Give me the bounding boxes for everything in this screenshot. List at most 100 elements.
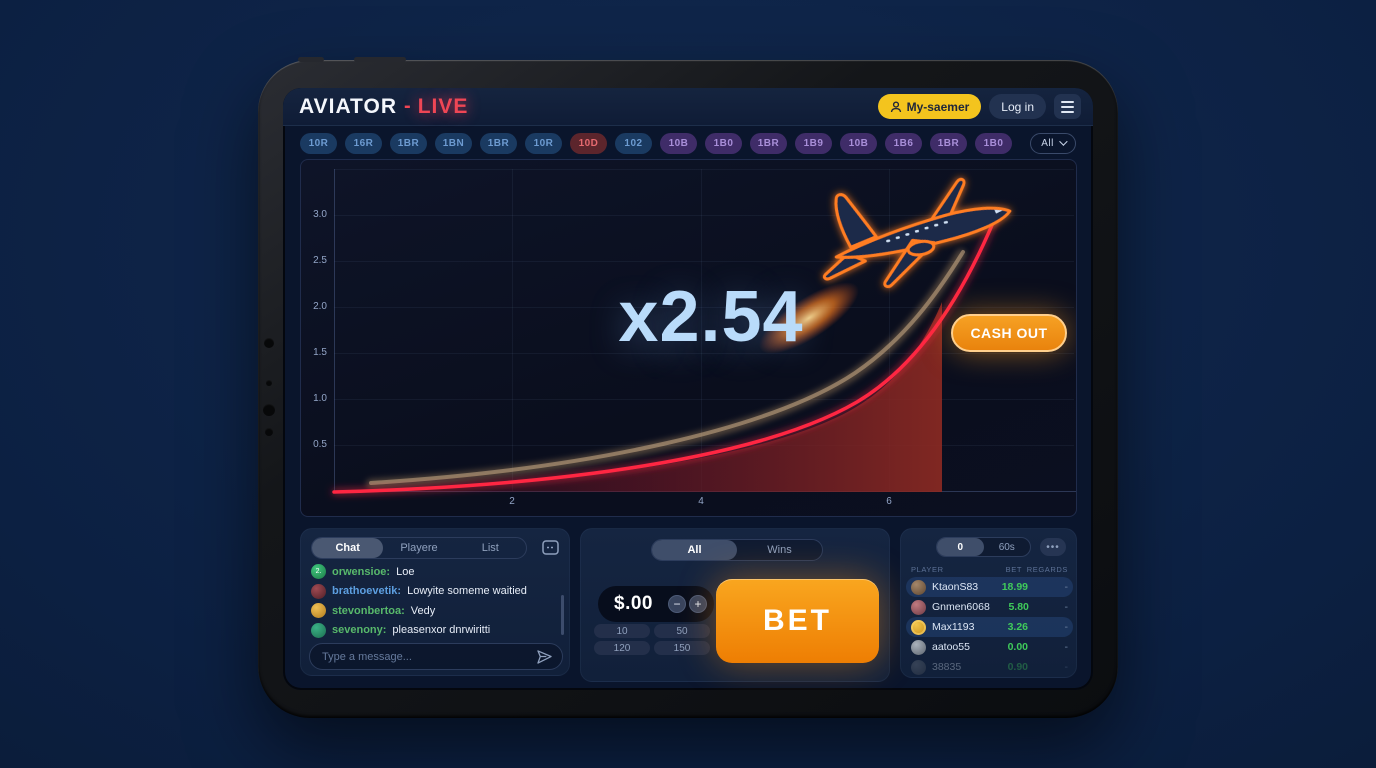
- history-badge[interactable]: 16R: [345, 132, 382, 154]
- game-chart: 3.0 2.5 2.0 1.5 1.0 0.5 2 4 6: [300, 159, 1077, 517]
- tab-wins[interactable]: Wins: [767, 544, 792, 556]
- bet-amount-field[interactable]: $.00 − +: [598, 586, 714, 622]
- player-name: KtaonS83: [932, 581, 979, 593]
- avatar: [311, 622, 326, 638]
- gridline: [889, 169, 890, 491]
- table-row: 38835 0.90 -: [906, 657, 1073, 677]
- y-tick-label: 1.5: [313, 347, 327, 358]
- chat-username: brathoevetik:: [332, 585, 402, 597]
- tab-players[interactable]: Playere: [400, 542, 438, 554]
- gridline: [334, 445, 1074, 446]
- airplane-icon: [822, 177, 1012, 289]
- history-badge[interactable]: 10B: [840, 132, 877, 154]
- chat-message-list: 2. orwensioe: Loe brathoevetik: Lowyite …: [311, 564, 557, 638]
- gridline: [334, 169, 1074, 170]
- flight-curve-graphic: [332, 177, 1012, 494]
- tablet-sensor-dot: [265, 428, 273, 436]
- y-axis: [334, 169, 335, 491]
- history-badge[interactable]: 1B0: [705, 132, 742, 154]
- chat-collapse-icon[interactable]: [542, 540, 559, 555]
- history-badge[interactable]: 10R: [300, 132, 337, 154]
- decrease-bet-button[interactable]: −: [668, 595, 686, 613]
- history-badge[interactable]: 1BR: [930, 132, 967, 154]
- player-name: Max1193: [932, 621, 975, 633]
- leaderboard-tab-bar: 0 60s: [936, 537, 1031, 557]
- y-tick-label: 1.0: [313, 393, 327, 404]
- table-row: Gnmen6068 5.80 -: [906, 597, 1073, 617]
- player-name: Gnmen6068: [932, 601, 990, 613]
- avatar: [311, 583, 326, 599]
- login-button[interactable]: Log in: [989, 94, 1046, 119]
- tab-current-round[interactable]: 0: [937, 538, 984, 556]
- gridline: [512, 169, 513, 491]
- tab-chat[interactable]: Chat: [312, 538, 384, 558]
- bet-button[interactable]: BET: [716, 579, 879, 663]
- player-bet: 5.80: [1008, 601, 1029, 613]
- history-badge[interactable]: 1B0: [975, 132, 1012, 154]
- chat-username: stevonbertoa:: [332, 604, 405, 617]
- curve-fill-area: [334, 302, 942, 492]
- chevron-down-icon: [1058, 137, 1068, 146]
- history-filter-dropdown[interactable]: All: [1030, 132, 1076, 154]
- hamburger-menu-icon[interactable]: [1054, 94, 1081, 119]
- column-regards: REGARDS: [1026, 565, 1068, 574]
- header-actions: My-saemer Log in: [877, 94, 1081, 119]
- history-badge[interactable]: 1BR: [390, 132, 427, 154]
- avatar: [911, 599, 926, 615]
- chat-username: sevenony:: [332, 624, 387, 636]
- chat-text: pleasenxor dnrwiritti: [392, 624, 491, 636]
- airplane-windows: [886, 209, 1003, 243]
- y-tick-label: 2.5: [313, 255, 327, 266]
- tab-list[interactable]: List: [481, 542, 499, 554]
- chat-message: 2. orwensioe: Loe: [311, 564, 557, 579]
- gridline: [334, 399, 1074, 400]
- y-tick-label: 0.5: [313, 439, 327, 450]
- chat-text: Loe: [396, 565, 415, 578]
- live-label: LIVE: [417, 94, 469, 118]
- leaderboard-rows: KtaonS83 18.99 - Gnmen6068 5.80 - Max119…: [906, 577, 1073, 677]
- player-name: aatoo55: [932, 641, 970, 653]
- chat-text: Lowyite someme waitied: [407, 585, 527, 597]
- smoke-trail: [366, 249, 966, 489]
- chat-panel: Chat Playere List 2. orwensioe: Loe: [300, 528, 570, 676]
- history-badge[interactable]: 1BN: [435, 132, 472, 154]
- player-name: 38835: [932, 661, 962, 673]
- player-regards: -: [1064, 621, 1069, 633]
- history-badge[interactable]: 10D: [570, 132, 607, 154]
- bet-panel: All Wins $.00 − + 10 50 120 150 BET: [580, 528, 890, 682]
- history-badge[interactable]: 1B9: [795, 132, 832, 154]
- chat-scrollbar[interactable]: [561, 595, 564, 635]
- avatar: [911, 639, 926, 655]
- x-tick-label: 4: [698, 496, 704, 507]
- person-icon: [890, 100, 901, 112]
- history-badge[interactable]: 102: [615, 132, 652, 154]
- quick-bet-chip[interactable]: 150: [654, 641, 710, 655]
- table-row: aatoo55 0.00 -: [906, 637, 1073, 657]
- tab-60s[interactable]: 60s: [998, 541, 1015, 553]
- y-tick-label: 3.0: [313, 209, 327, 220]
- chat-text: Vedy: [410, 604, 436, 617]
- history-badge[interactable]: 1BR: [480, 132, 517, 154]
- player-regards: -: [1064, 581, 1069, 593]
- quick-bet-chip[interactable]: 10: [594, 624, 650, 638]
- history-badge[interactable]: 1BR: [750, 132, 787, 154]
- y-tick-label: 2.0: [313, 301, 327, 312]
- tab-all[interactable]: All: [652, 540, 737, 560]
- history-badge[interactable]: 10B: [660, 132, 697, 154]
- column-bet: BET: [1005, 565, 1022, 574]
- history-badge[interactable]: 10R: [525, 132, 562, 154]
- leaderboard-menu-button[interactable]: •••: [1040, 538, 1066, 556]
- chat-message: stevonbertoa: Vedy: [311, 603, 557, 618]
- quick-bet-chip[interactable]: 50: [654, 624, 710, 638]
- account-button-label: My-saemer: [906, 99, 970, 114]
- increase-bet-button[interactable]: +: [689, 595, 707, 613]
- quick-bet-chip[interactable]: 120: [594, 641, 650, 655]
- chat-message-input[interactable]: [322, 650, 537, 663]
- history-badge[interactable]: 1B6: [885, 132, 922, 154]
- send-icon[interactable]: [537, 649, 552, 664]
- player-regards: -: [1064, 601, 1068, 613]
- cash-out-button[interactable]: CASH OUT: [951, 314, 1067, 352]
- account-button[interactable]: My-saemer: [877, 94, 982, 119]
- tablet-camera-dot: [264, 338, 274, 348]
